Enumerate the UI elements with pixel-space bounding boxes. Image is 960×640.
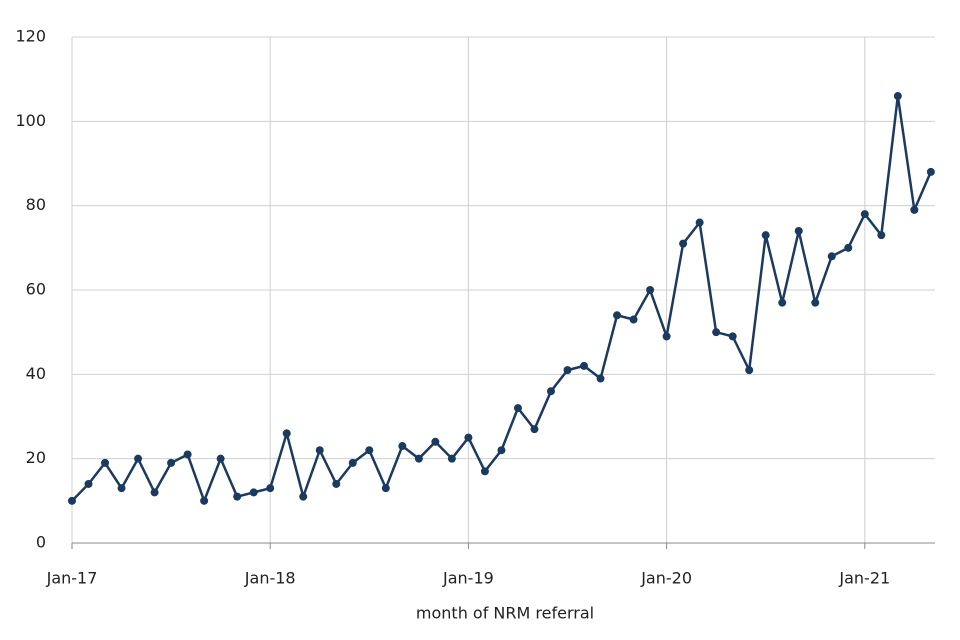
data-point [728,332,737,341]
data-point [117,484,126,493]
x-tick-label: Jan-17 [46,569,98,588]
data-point [613,311,622,320]
data-point [150,488,159,497]
data-point [266,484,275,493]
data-point [101,458,110,467]
data-point [646,286,655,294]
data-point [745,366,754,375]
data-point [200,496,209,505]
x-tick-label: Jan-19 [442,569,494,588]
x-tick-label: Jan-20 [640,569,692,588]
data-point [348,458,357,467]
data-point [546,387,555,396]
data-point [893,92,902,101]
y-tick-label: 40 [26,364,46,383]
data-point [431,437,440,446]
data-point [761,231,770,240]
data-point [414,454,423,463]
data-point [794,226,803,235]
data-point [811,298,820,307]
data-point [233,492,242,501]
data-point [563,366,572,375]
data-point [778,298,787,307]
data-point [926,167,935,176]
data-point [315,446,324,455]
y-tick-label: 100 [15,111,46,130]
data-point [695,218,704,227]
data-point [167,458,176,467]
data-point [398,442,407,451]
data-point [844,243,853,252]
data-point [332,479,341,488]
data-point [580,361,589,370]
data-point [860,210,869,219]
y-tick-label: 0 [36,533,46,552]
data-point [712,328,721,337]
y-tick-label: 20 [26,448,46,467]
data-point [679,239,688,248]
data-point [84,479,93,488]
data-point [183,450,192,459]
data-point [299,492,308,501]
data-point [530,425,539,434]
data-point [596,374,605,383]
data-point [381,484,390,493]
x-tick-label: Jan-18 [244,569,296,588]
data-point [910,205,919,214]
data-point [480,467,489,476]
data-point [134,454,143,463]
data-line [71,95,933,505]
data-point [497,446,506,455]
data-point [827,252,836,261]
y-tick-label: 120 [15,27,46,46]
data-point [68,496,76,505]
data-point [282,429,291,438]
data-point [464,433,473,442]
data-point [447,454,456,463]
data-point [216,454,225,463]
x-axis-label: month of NRM referral [416,604,594,623]
data-point [877,231,886,240]
y-tick-label: 80 [26,195,46,214]
data-point [629,315,638,324]
data-point [249,488,258,497]
data-point [513,404,522,413]
data-point [365,446,374,455]
y-tick-label: 60 [26,280,46,299]
x-tick-label: Jan-21 [838,569,890,588]
data-point [662,332,671,341]
